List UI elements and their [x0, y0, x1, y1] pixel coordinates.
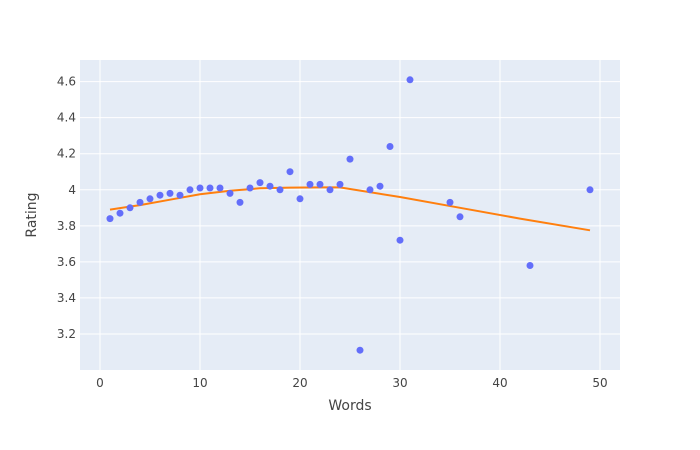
trend-line-layer: [109, 186, 591, 232]
y-tick-label: 3.2: [57, 327, 76, 341]
y-tick-label: 3.8: [57, 219, 76, 233]
x-tick-label: 50: [592, 376, 607, 390]
data-point: [306, 180, 314, 188]
data-point: [336, 180, 344, 188]
x-tick-label: 20: [292, 376, 307, 390]
data-points-layer: [106, 76, 594, 354]
x-tick-labels: 0 10 20 30 40 50: [96, 376, 607, 390]
data-point: [216, 184, 224, 192]
y-tick-label: 4.4: [57, 111, 76, 125]
x-tick-label: 30: [392, 376, 407, 390]
data-point: [156, 191, 164, 199]
x-axis-title: Words: [328, 398, 371, 414]
data-point: [206, 184, 214, 192]
data-point: [396, 236, 404, 244]
x-tick-label: 0: [96, 376, 104, 390]
data-point: [386, 143, 394, 150]
data-point: [276, 186, 284, 194]
data-point: [376, 182, 384, 190]
data-point: [126, 204, 134, 212]
data-point: [246, 184, 254, 192]
data-point: [116, 209, 124, 217]
data-point: [296, 195, 304, 203]
data-point: [226, 189, 234, 197]
data-point: [266, 182, 274, 190]
y-tick-label: 4.2: [57, 147, 76, 161]
data-point: [236, 198, 244, 206]
trend-line: [109, 186, 591, 232]
data-point: [316, 180, 324, 188]
y-tick-label: 3.4: [57, 291, 76, 305]
data-point: [136, 198, 144, 206]
data-point: [366, 186, 374, 194]
data-point: [586, 186, 594, 194]
y-axis-title: Rating: [24, 192, 40, 237]
data-point: [356, 346, 364, 354]
data-point: [446, 198, 454, 206]
data-point: [346, 155, 354, 163]
plot-background: [80, 60, 620, 370]
y-tick-label: 3.6: [57, 255, 76, 269]
x-tick-label: 10: [192, 376, 207, 390]
grid-lines: [80, 60, 620, 370]
data-point: [196, 184, 204, 192]
data-point: [106, 215, 114, 223]
data-point: [146, 195, 154, 203]
y-tick-labels: 3.2 3.4 3.6 3.8 4 4.2 4.4 4.6: [57, 75, 76, 341]
data-point: [176, 191, 184, 199]
data-point: [526, 262, 534, 269]
y-tick-label: 4: [68, 183, 76, 197]
data-point: [186, 186, 194, 194]
y-tick-label: 4.6: [57, 75, 76, 89]
data-point: [406, 76, 414, 84]
data-point: [456, 213, 464, 221]
data-point: [286, 168, 294, 176]
data-point: [166, 189, 174, 197]
data-point: [256, 179, 264, 187]
data-point: [326, 186, 334, 194]
x-tick-label: 40: [492, 376, 507, 390]
